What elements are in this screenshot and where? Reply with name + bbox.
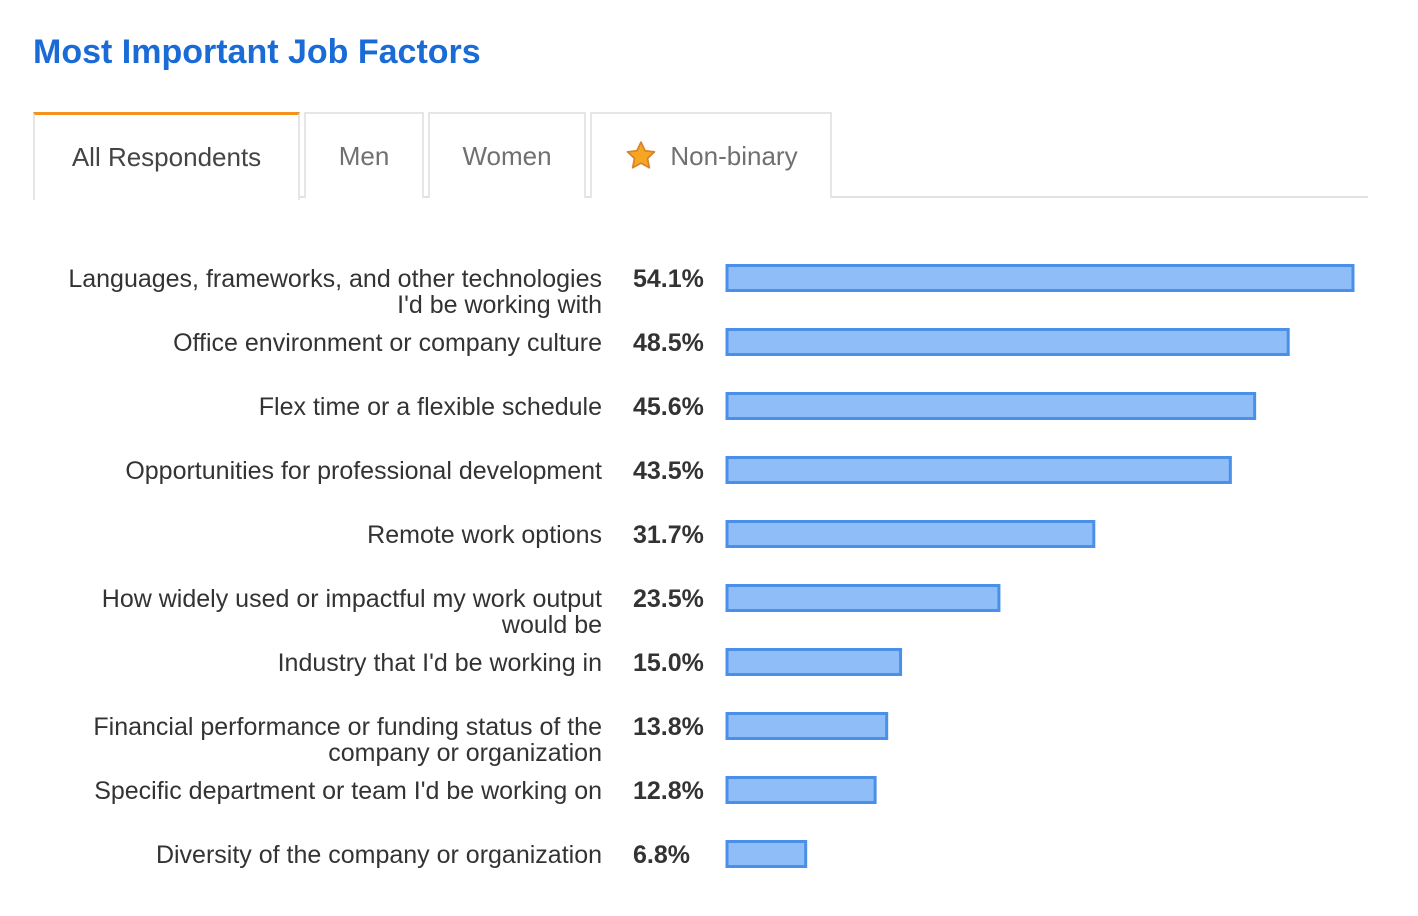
tab-label: Women	[462, 140, 552, 171]
category-label: Remote work options	[367, 521, 602, 549]
value-label: 43.5%	[633, 457, 704, 485]
category-label: Financial performance or funding status …	[93, 713, 602, 767]
category-label-line: company or organization	[328, 739, 602, 767]
category-label-line: would be	[501, 611, 602, 639]
category-label: Industry that I'd be working in	[278, 649, 602, 677]
category-label: Flex time or a flexible schedule	[259, 393, 602, 421]
value-label: 54.1%	[633, 265, 704, 293]
tab-bar: All Respondents Men Women Non-binary	[33, 112, 1368, 200]
category-label-line: Flex time or a flexible schedule	[259, 393, 602, 421]
tab-non-binary[interactable]: Non-binary	[590, 112, 832, 198]
value-label: 12.8%	[633, 777, 704, 805]
category-label-line: Languages, frameworks, and other technol…	[68, 265, 602, 293]
bar[interactable]	[725, 520, 1096, 548]
bar[interactable]	[725, 264, 1355, 292]
star-icon	[627, 141, 656, 169]
bar[interactable]	[725, 712, 889, 740]
page-title: Most Important Job Factors	[33, 33, 481, 71]
category-label-line: Opportunities for professional developme…	[125, 457, 602, 485]
value-label: 13.8%	[633, 713, 704, 741]
category-label-line: Diversity of the company or organization	[156, 841, 602, 869]
bar[interactable]	[725, 840, 808, 868]
category-label-line: Industry that I'd be working in	[278, 649, 602, 677]
category-label: Specific department or team I'd be worki…	[94, 777, 602, 805]
category-label-line: How widely used or impactful my work out…	[102, 585, 602, 613]
tab-label: All Respondents	[71, 142, 262, 172]
category-label: How widely used or impactful my work out…	[102, 585, 602, 639]
value-label: 31.7%	[633, 521, 704, 549]
value-label: 6.8%	[633, 841, 690, 869]
category-label: Languages, frameworks, and other technol…	[68, 265, 602, 319]
bar[interactable]	[725, 648, 903, 676]
bar[interactable]	[725, 776, 877, 804]
category-label: Opportunities for professional developme…	[125, 457, 602, 485]
bar[interactable]	[725, 328, 1290, 356]
bar[interactable]	[725, 584, 1001, 612]
category-label: Diversity of the company or organization	[156, 841, 602, 869]
tab-women[interactable]: Women	[428, 112, 586, 198]
category-label: Office environment or company culture	[173, 329, 602, 357]
category-label-line: Remote work options	[367, 521, 602, 549]
bar[interactable]	[725, 392, 1257, 420]
value-label: 45.6%	[633, 393, 704, 421]
value-label: 23.5%	[633, 585, 704, 613]
value-label: 48.5%	[633, 329, 704, 357]
bar[interactable]	[725, 456, 1232, 484]
category-label-line: Financial performance or funding status …	[93, 713, 602, 741]
tab-men[interactable]: Men	[304, 112, 424, 198]
tab-all-respondents[interactable]: All Respondents	[33, 112, 300, 200]
value-label: 15.0%	[633, 649, 704, 677]
category-label-line: Specific department or team I'd be worki…	[94, 777, 602, 805]
category-label-line: Office environment or company culture	[173, 329, 602, 357]
tab-label: Men	[338, 140, 390, 171]
category-label-line: I'd be working with	[397, 291, 602, 319]
tab-label: Non-binary	[670, 140, 798, 171]
